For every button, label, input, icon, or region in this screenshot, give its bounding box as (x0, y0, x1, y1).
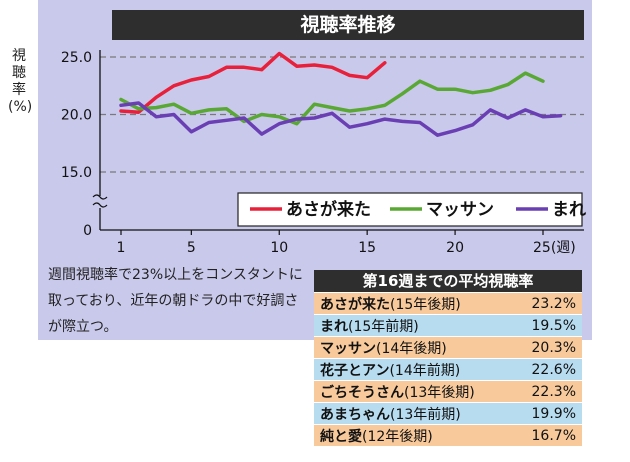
drama-period: (13年前期) (390, 406, 461, 423)
average-rating-value: 23.2% (531, 295, 576, 312)
axis-break-mark (92, 202, 108, 208)
y-axis-label: 視聴率(%) (8, 48, 33, 115)
chart-title: 視聴率推移 (112, 10, 584, 40)
y-tick-label: 0 (83, 223, 92, 239)
legend-label: まれ (552, 200, 586, 220)
legend-label: あさが来た (286, 199, 371, 220)
drama-period: (12年後期) (362, 428, 433, 445)
drama-period: (13年後期) (404, 384, 475, 401)
drama-period: (15年後期) (390, 296, 461, 313)
drama-name: 純と愛(12年後期) (314, 426, 512, 446)
table-title: 第16週までの平均視聴率 (314, 270, 582, 292)
average-rating-value: 19.5% (531, 317, 576, 334)
table-row: ごちそうさん(13年後期) 22.3% (314, 380, 582, 402)
drama-name: まれ(15年前期) (314, 316, 512, 336)
drama-name: あさが来た(15年後期) (314, 294, 512, 314)
x-tick-label: 15 (358, 240, 376, 256)
average-rating-value: 20.3% (531, 339, 576, 356)
drama-title: 花子とアン (320, 362, 390, 379)
drama-title: まれ (320, 318, 348, 335)
y-tick-label: 15.0 (61, 165, 92, 181)
table-row: マッサン(14年後期) 20.3% (314, 336, 582, 358)
drama-period: (14年前期) (389, 362, 461, 379)
legend-label: マッサン (426, 200, 494, 220)
drama-title: あまちゃん (320, 406, 390, 423)
average-rating-table: 第16週までの平均視聴率 あさが来た(15年後期) 23.2% まれ(15年前期) 1… (314, 270, 582, 446)
drama-period: (15年前期) (348, 318, 419, 335)
y-tick-label: 25.0 (61, 50, 92, 66)
average-rating-value: 16.7% (531, 427, 576, 444)
drama-name: マッサン(14年後期) (314, 338, 512, 358)
series-line-0 (119, 51, 387, 114)
drama-name: ごちそうさん(13年後期) (314, 382, 512, 402)
average-rating-value: 19.9% (531, 405, 576, 422)
axis-break-mark (92, 194, 108, 200)
average-rating-value: 22.6% (531, 361, 576, 378)
drama-title: ごちそうさん (320, 384, 404, 401)
legend: あさが来た マッサン まれ (237, 192, 586, 227)
series-line-1 (119, 71, 545, 126)
drama-title: あさが来た (320, 296, 390, 313)
tick-labels: 25.020.015.001 5 10 15 20 25(週) (61, 50, 576, 256)
table-row: あまちゃん(13年前期) 19.9% (314, 402, 582, 424)
table-row: 花子とアン(14年前期) 22.6% (314, 358, 582, 380)
drama-name: 花子とアン(14年前期) (314, 360, 512, 380)
table-row: まれ(15年前期) 19.5% (314, 314, 582, 336)
table-body: あさが来た(15年後期) 23.2% まれ(15年前期) 19.5% マッサン(14年後… (314, 292, 582, 446)
series-lines (119, 51, 563, 137)
average-rating-value: 22.3% (531, 383, 576, 400)
x-tick-label: 25(週) (533, 240, 576, 256)
drama-title: マッサン (320, 340, 376, 357)
x-tick-label: 1 (117, 240, 126, 256)
y-tick-label: 20.0 (61, 108, 92, 124)
drama-period: (14年後期) (376, 340, 447, 357)
drama-name: あまちゃん(13年前期) (314, 404, 512, 424)
chart-note: 週間視聴率で23%以上をコンスタントに取っており、近年の朝ドラの中で好調さが際立… (48, 267, 303, 335)
series-line-2 (119, 101, 563, 137)
axes (92, 50, 584, 235)
x-tick-label: 5 (187, 240, 196, 256)
drama-title: 純と愛 (320, 428, 362, 445)
x-tick-label: 10 (270, 240, 288, 256)
x-tick-label: 20 (446, 240, 464, 256)
table-row: あさが来た(15年後期) 23.2% (314, 292, 582, 314)
table-row: 純と愛(12年後期) 16.7% (314, 424, 582, 446)
